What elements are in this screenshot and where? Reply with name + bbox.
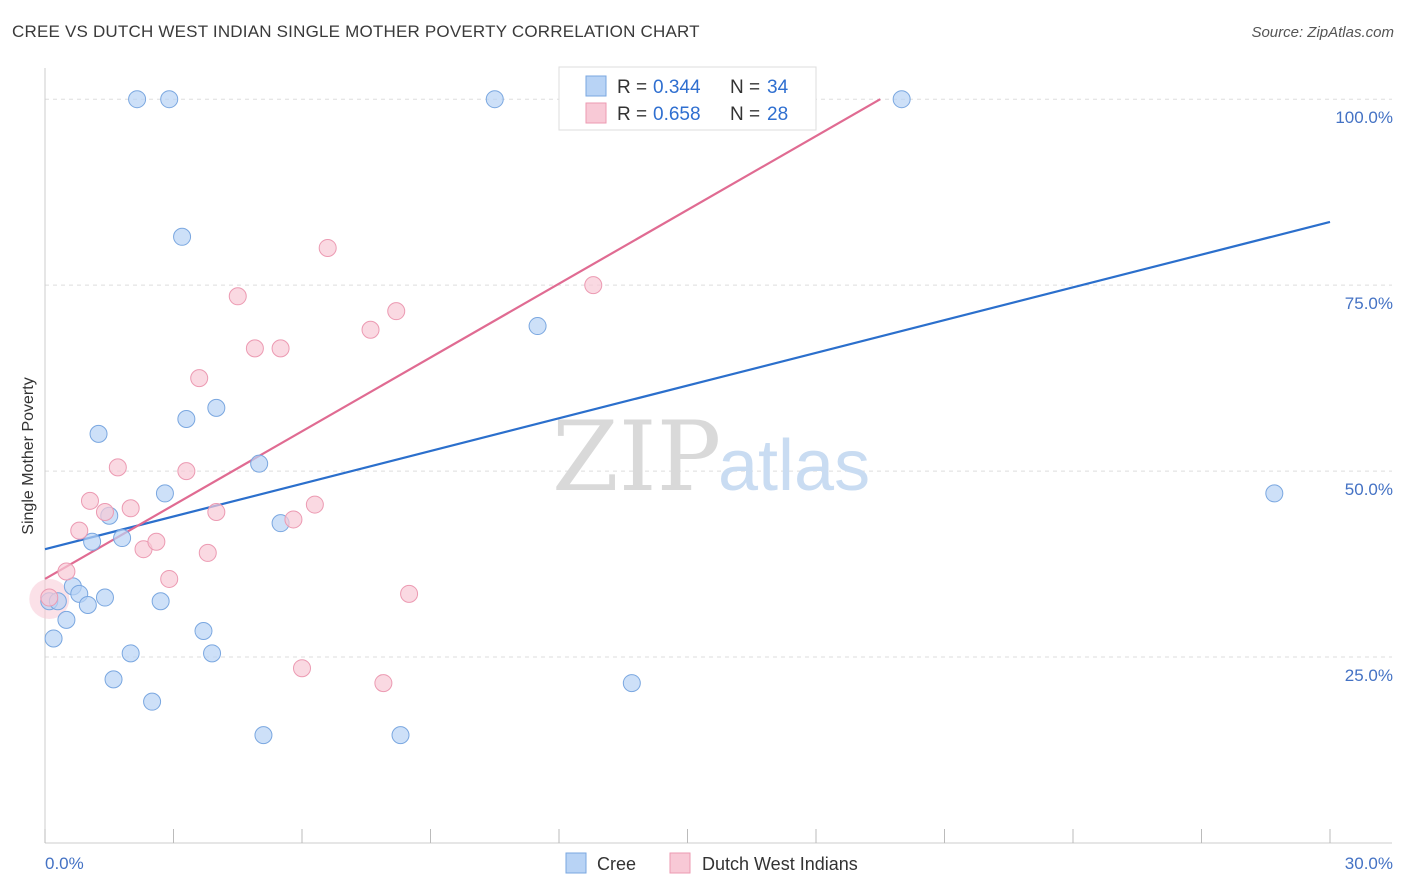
cree-point-17 [155, 484, 174, 503]
y-tick-label-1: 50.0% [1345, 480, 1393, 499]
legend-cree-n-value: 34 [767, 77, 789, 98]
dwi-point-19 [305, 495, 324, 514]
cree-point-19 [173, 227, 192, 246]
dwi-trend-line [44, 98, 881, 580]
cree-point-15 [143, 692, 162, 711]
bottom-legend-cree-swatch [565, 852, 587, 874]
dwi-point-20 [318, 238, 337, 257]
legend-dwi-swatch [585, 102, 607, 124]
watermark-zip: ZIP [552, 401, 721, 513]
watermark: ZIP atlas [552, 401, 870, 513]
legend-dwi-n-value: 28 [767, 104, 788, 125]
dwi-point-24 [400, 584, 419, 603]
y-tick-label-3: 100.0% [1335, 108, 1393, 127]
cree-point-12 [113, 529, 132, 548]
bottom-legend-dwi-swatch [669, 852, 691, 874]
cree-point-11 [104, 670, 123, 689]
cree-point-20 [177, 410, 196, 429]
dwi-point-10 [177, 462, 196, 481]
dwi-point-3 [80, 491, 99, 510]
dwi-point-5 [108, 458, 127, 477]
dwi-point-4 [95, 503, 114, 522]
cree-point-22 [203, 644, 222, 663]
cree-point-3 [57, 610, 76, 629]
legend-cree-swatch [585, 75, 607, 97]
dwi-point-13 [207, 503, 226, 522]
chart-source: Source: ZipAtlas.com [1251, 24, 1394, 41]
dwi-point-8 [147, 532, 166, 551]
dwi-point-25 [584, 276, 603, 295]
cree-point-24 [250, 454, 269, 473]
cree-point-18 [160, 90, 179, 109]
bottom-legend: Cree Dutch West Indians [565, 852, 858, 874]
x-tick-label-1: 30.0% [1345, 854, 1393, 873]
dwi-point-2 [70, 521, 89, 540]
cree-point-16 [151, 592, 170, 611]
y-axis-title: Single Mother Poverty [20, 377, 37, 534]
dwi-point-22 [374, 674, 393, 693]
legend-dwi-r-value: 0.658 [653, 104, 701, 125]
bottom-legend-dwi-label: Dutch West Indians [702, 854, 858, 874]
dwi-point-11 [190, 369, 209, 388]
legend-cree-n-label: N = [730, 77, 760, 98]
dwi-point-23 [387, 302, 406, 321]
x-tick-label-0: 0.0% [45, 854, 84, 873]
cree-point-8 [89, 424, 108, 443]
legend-cree-r-value: 0.344 [653, 77, 701, 98]
trend-lines [44, 98, 1331, 580]
dwi-point-6 [121, 499, 140, 518]
dwi-point-0 [40, 588, 59, 607]
dwi-point-16 [271, 339, 290, 358]
dwi-point-14 [228, 287, 247, 306]
dwi-point-1 [57, 562, 76, 581]
cree-point-1 [44, 629, 63, 648]
cree-trend-line [44, 220, 1331, 551]
legend: R = 0.344 N = 34 R = 0.658 N = 28 [558, 66, 817, 131]
grid-lines [45, 98, 1392, 658]
dwi-point-15 [245, 339, 264, 358]
cree-point-29 [528, 317, 547, 336]
bottom-legend-cree-label: Cree [597, 854, 636, 874]
dwi-point-21 [361, 320, 380, 339]
axes [44, 68, 1392, 844]
cree-point-7 [83, 532, 102, 551]
cree-point-6 [78, 595, 97, 614]
y-tick-label-2: 75.0% [1345, 294, 1393, 313]
dwi-point-9 [160, 569, 179, 588]
legend-cree-r-label: R = [617, 77, 647, 98]
cree-point-14 [128, 90, 147, 109]
cree-point-30 [622, 674, 641, 693]
cree-point-23 [207, 398, 226, 417]
tick-labels: 25.0% 50.0% 75.0% 100.0% 0.0% 30.0% [45, 108, 1393, 873]
cree-point-27 [391, 726, 410, 745]
cree-point-25 [254, 726, 273, 745]
cree-point-31 [892, 90, 911, 109]
chart-title: CREE VS DUTCH WEST INDIAN SINGLE MOTHER … [12, 22, 700, 41]
watermark-atlas: atlas [718, 426, 870, 506]
cree-point-28 [485, 90, 504, 109]
cree-point-9 [95, 588, 114, 607]
cree-point-21 [194, 622, 213, 641]
dwi-point-12 [198, 543, 217, 562]
cree-point-32 [1265, 484, 1284, 503]
legend-dwi-n-label: N = [730, 104, 760, 125]
dwi-point-17 [284, 510, 303, 529]
dwi-point-18 [293, 659, 311, 678]
cree-point-13 [121, 644, 140, 663]
y-tick-label-0: 25.0% [1345, 666, 1393, 685]
data-points [29, 90, 1284, 745]
legend-dwi-r-label: R = [617, 104, 647, 125]
